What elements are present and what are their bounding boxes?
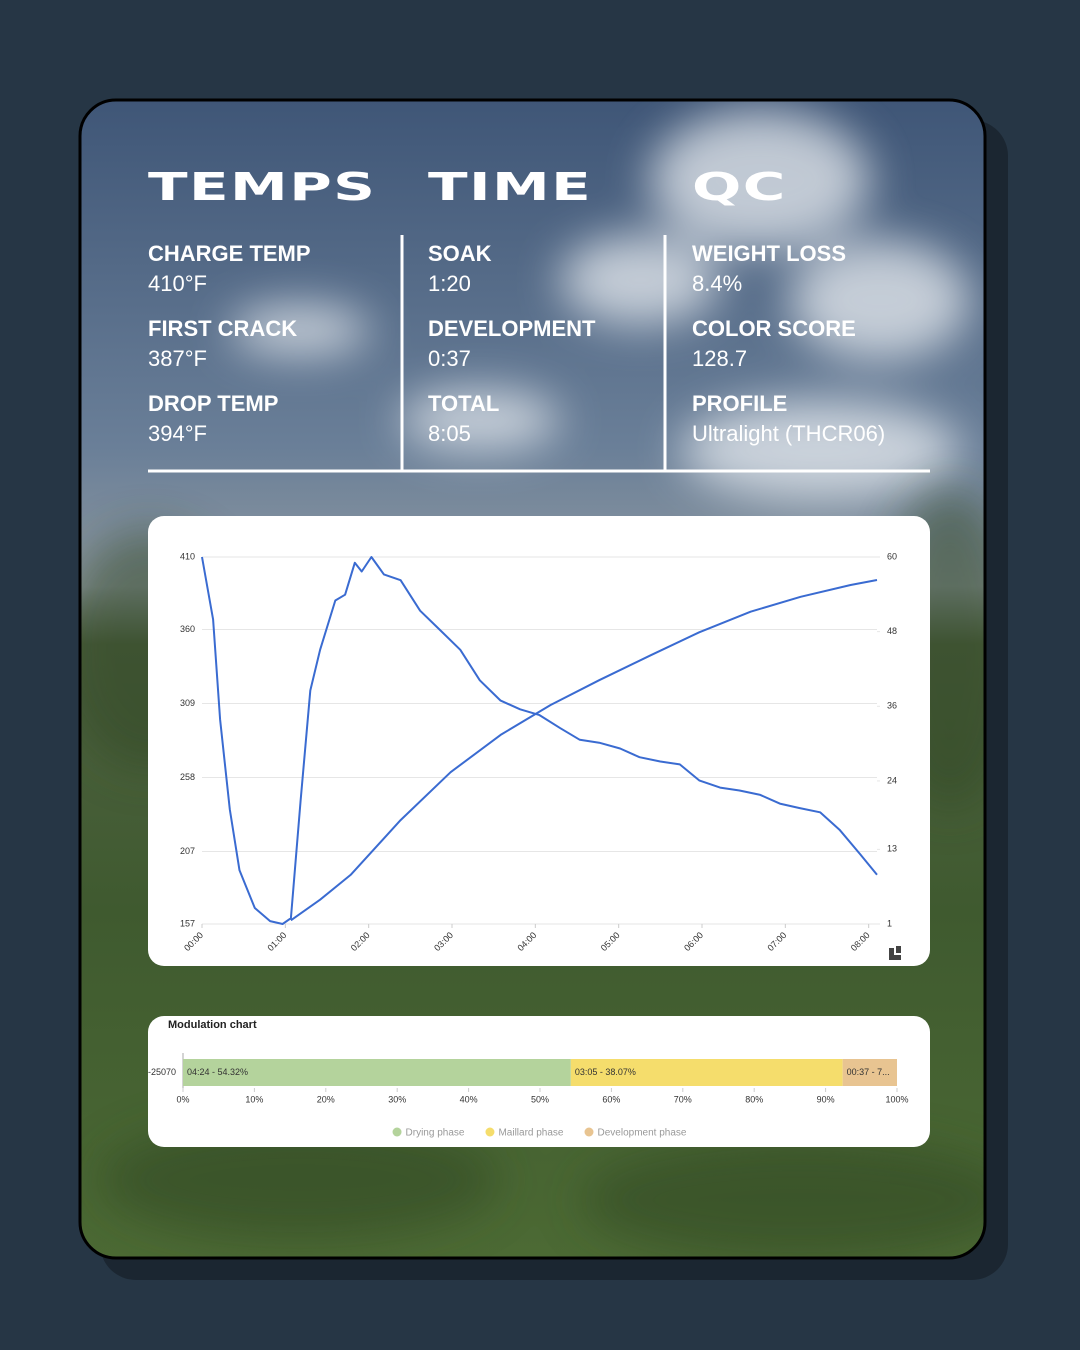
bar-segment [842, 1059, 897, 1086]
y-tick-label: 360 [180, 624, 195, 634]
x-tick-label: 100% [885, 1094, 908, 1104]
legend-label: Drying phase [406, 1128, 465, 1139]
column-title: QC [692, 164, 787, 209]
card-border [78, 98, 987, 1260]
logo [889, 946, 901, 960]
stat-label: COLOR SCORE [692, 316, 856, 341]
x-tick-label: 30% [388, 1094, 406, 1104]
stat-value: 128.7 [692, 346, 747, 371]
stats: TEMPS CHARGE TEMP 410°F FIRST CRACK 387°F DRO… [148, 164, 885, 446]
value-label: 04:24 - 54.32% [187, 1067, 248, 1077]
stat-label: TOTAL [428, 391, 499, 416]
y-tick-label: -25070 [148, 1067, 176, 1077]
legend-swatch [485, 1127, 495, 1137]
x-tick-label: 10% [245, 1094, 263, 1104]
y-tick-label: 309 [180, 698, 195, 708]
bar-segment [183, 1059, 571, 1086]
column-title: TIME [428, 164, 592, 209]
y-tick-label: 258 [180, 772, 195, 782]
x-tick-label: 0% [176, 1094, 189, 1104]
stat-label: SOAK [428, 241, 492, 266]
x-tick-label: 40% [460, 1094, 478, 1104]
x-tick-label: 80% [745, 1094, 763, 1104]
y2-tick-label: 36 [887, 701, 897, 711]
stat-value: 410°F [148, 271, 207, 296]
y2-tick-label: 1 [887, 918, 892, 928]
stat-label: CHARGE TEMP [148, 241, 311, 266]
value-label: 03:05 - 38.07% [575, 1067, 636, 1077]
legend-swatch [584, 1127, 594, 1137]
column-title: TEMPS [148, 164, 376, 209]
x-tick-label: 70% [674, 1094, 692, 1104]
legend-label: Maillard phase [498, 1128, 563, 1139]
x-tick-label: 20% [317, 1094, 335, 1104]
stat-value: 1:20 [428, 271, 471, 296]
y2-tick-label: 13 [887, 844, 897, 854]
y2-tick-label: 48 [887, 626, 897, 636]
stat-value: 387°F [148, 346, 207, 371]
legend-label: Development phase [598, 1128, 687, 1139]
x-tick-label: 90% [817, 1094, 835, 1104]
chart-title: Modulation chart [168, 1019, 257, 1031]
stat-value: 0:37 [428, 346, 471, 371]
y-tick-label: 157 [180, 918, 195, 928]
stat-label: WEIGHT LOSS [692, 241, 846, 266]
stat-value: 8.4% [692, 271, 742, 296]
bar-chart: Modulation chart 0% 10% 20% 30% 40% 50% 60% 70% 8… [148, 1019, 909, 1139]
stat-label: PROFILE [692, 391, 787, 416]
stat-value: 394°F [148, 421, 207, 446]
x-tick-label: 50% [531, 1094, 549, 1104]
x-tick-label: 60% [602, 1094, 620, 1104]
stat-label: DROP TEMP [148, 391, 278, 416]
line-series [201, 556, 878, 925]
y-tick-label: 207 [180, 846, 195, 856]
stat-label: FIRST CRACK [148, 316, 297, 341]
y-tick-label: 410 [180, 551, 195, 561]
line-chart-panel [148, 516, 930, 966]
stat-value: 8:05 [428, 421, 471, 446]
bar-segment [570, 1059, 843, 1086]
legend-swatch [392, 1127, 402, 1137]
dividers [148, 235, 930, 473]
value-label: 00:37 - 7... [847, 1067, 890, 1077]
y2-tick-label: 24 [887, 775, 897, 785]
stat-label: DEVELOPMENT [428, 316, 596, 341]
stat-value: Ultralight (THCR06) [692, 421, 885, 446]
y2-tick-label: 60 [887, 551, 897, 561]
line-series [290, 579, 878, 922]
